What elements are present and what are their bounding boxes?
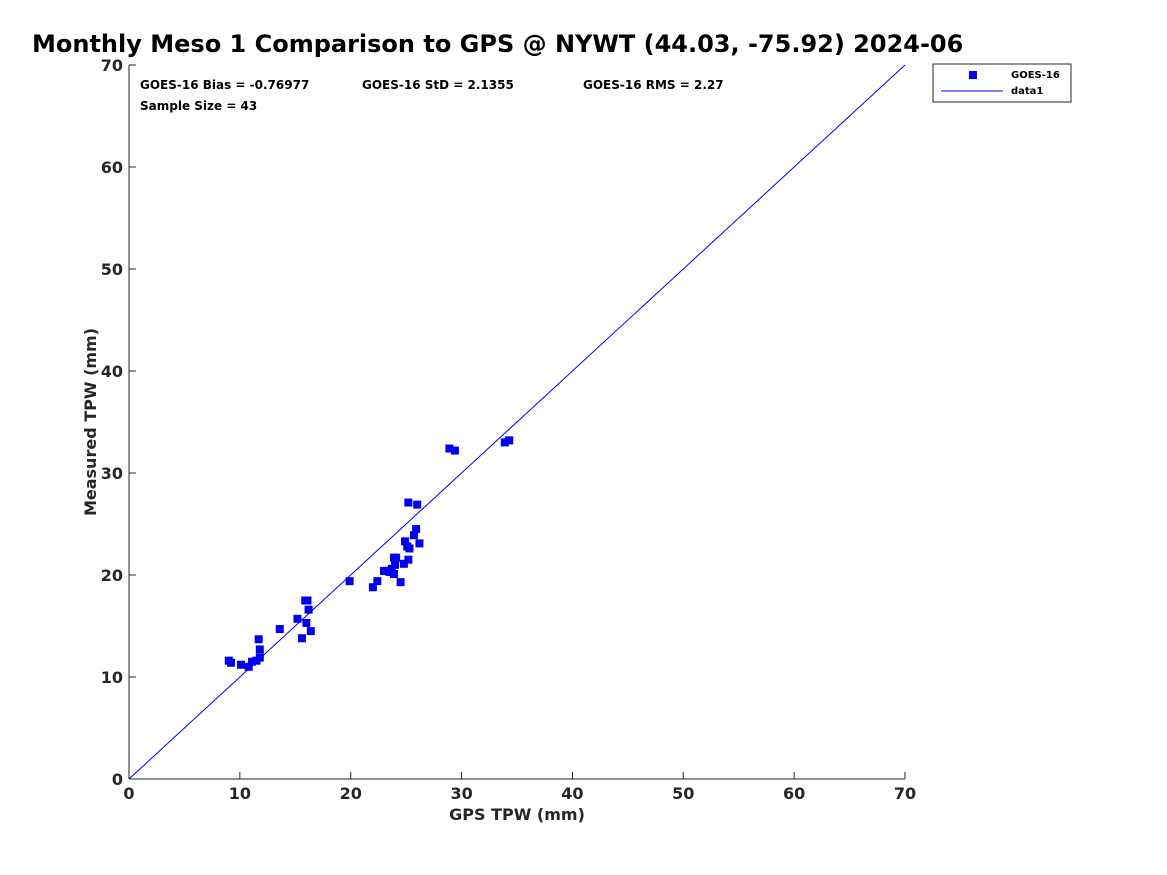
y-tick-label: 50 [101, 260, 123, 279]
goes16-data-point [412, 525, 421, 534]
goes16-data-point [391, 560, 400, 569]
y-tick-label: 0 [112, 770, 123, 789]
goes16-data-point [401, 537, 410, 546]
goes16-data-point [385, 567, 394, 576]
goes16-data-point [445, 444, 454, 453]
goes16-data-point [345, 577, 354, 586]
legend-marker-goes16 [969, 71, 977, 79]
x-tick-label: 50 [672, 784, 694, 803]
goes16-data-point [404, 555, 413, 564]
rms-stat: GOES-16 RMS = 2.27 [583, 78, 724, 92]
goes16-data-point [244, 662, 253, 671]
y-tick-label: 10 [101, 668, 123, 687]
goes16-data-point [255, 645, 264, 654]
goes16-data-point [389, 569, 398, 578]
goes16-data-point [293, 614, 302, 623]
legend-box [932, 63, 1072, 103]
goes16-data-point [373, 577, 382, 586]
x-tick-label: 60 [783, 784, 805, 803]
x-tick-label: 0 [123, 784, 134, 803]
x-axis-label: GPS TPW (mm) [449, 805, 585, 824]
goes16-data-point [297, 634, 306, 643]
goes16-data-point [304, 605, 313, 614]
goes16-data-point [306, 627, 315, 636]
y-tick-label: 60 [101, 158, 123, 177]
goes16-data-point [505, 436, 514, 445]
goes16-data-point [255, 653, 264, 662]
legend: GOES-16 data1 [932, 63, 1072, 103]
goes16-data-point [404, 498, 413, 507]
goes16-data-point [392, 553, 401, 562]
goes16-data-point [254, 635, 263, 644]
goes16-data-point [302, 618, 311, 627]
y-tick-label: 30 [101, 464, 123, 483]
goes16-data-point [500, 438, 509, 447]
goes16-data-point [409, 531, 418, 540]
goes16-data-point [396, 578, 405, 587]
legend-label-data1: data1 [1011, 86, 1043, 97]
y-tick-label: 70 [101, 56, 123, 75]
goes16-data-point [226, 658, 235, 667]
x-tick-label: 10 [229, 784, 251, 803]
goes16-data-point [413, 500, 422, 509]
goes16-data-point [236, 660, 245, 669]
goes16-data-point [248, 657, 257, 666]
std-stat: GOES-16 StD = 2.1355 [362, 78, 514, 92]
goes16-data-point [303, 596, 312, 605]
x-tick-label: 70 [894, 784, 916, 803]
y-tick-label: 40 [101, 362, 123, 381]
goes16-data-point [368, 583, 377, 592]
x-tick-label: 40 [561, 784, 583, 803]
x-tick-label: 30 [450, 784, 472, 803]
sample-size-stat: Sample Size = 43 [140, 99, 257, 113]
goes16-data-point [415, 539, 424, 548]
y-axis-label: Measured TPW (mm) [81, 328, 100, 516]
goes16-data-point [405, 544, 414, 553]
goes16-data-point [275, 625, 284, 634]
legend-label-goes16: GOES-16 [1011, 70, 1060, 81]
bias-stat: GOES-16 Bias = -0.76977 [140, 78, 309, 92]
goes16-data-point [399, 559, 408, 568]
y-tick-label: 20 [101, 566, 123, 585]
chart-title: Monthly Meso 1 Comparison to GPS @ NYWT … [32, 30, 963, 58]
goes16-data-point [450, 446, 459, 455]
x-tick-label: 20 [340, 784, 362, 803]
